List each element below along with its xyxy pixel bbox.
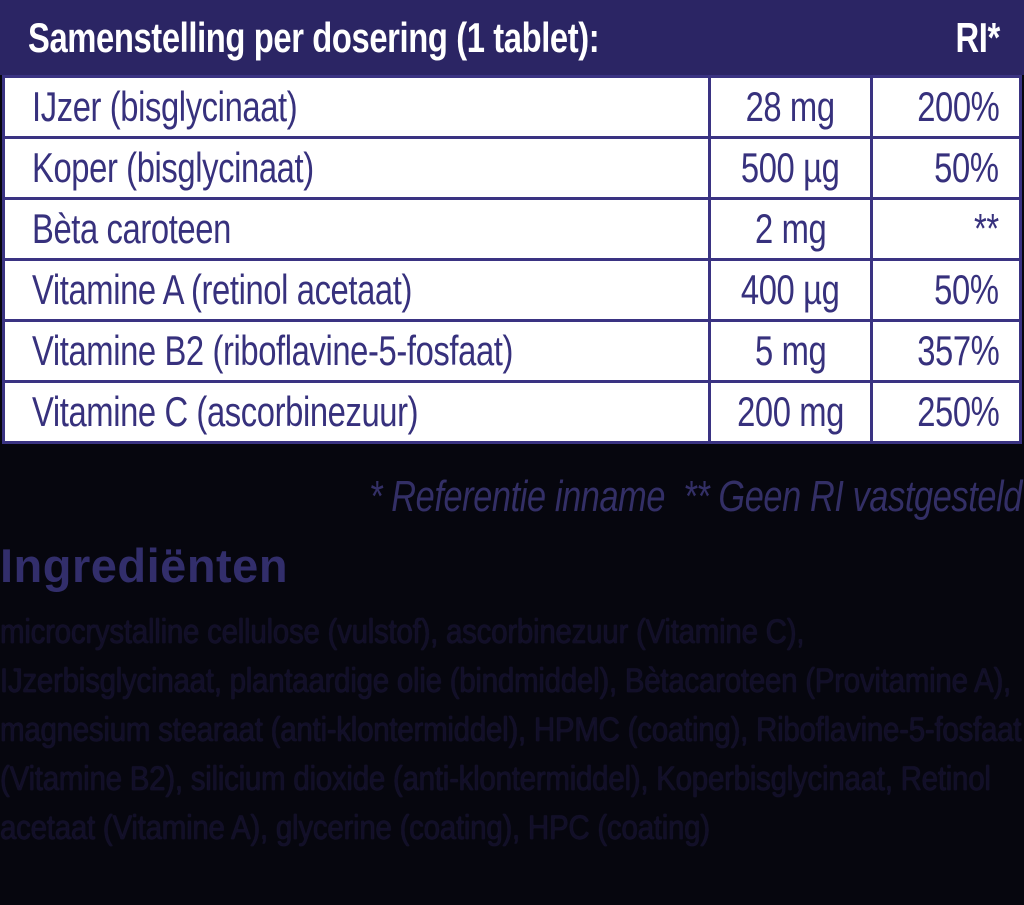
ri-cell: 250%	[870, 380, 1022, 444]
table-row: Koper (bisglycinaat) 500 µg 50%	[2, 136, 1022, 200]
composition-table: Samenstelling per dosering (1 tablet): R…	[0, 0, 1024, 444]
table-row: Bèta caroteen 2 mg **	[2, 197, 1022, 261]
ri-column-header: RI*	[955, 13, 1001, 61]
amount-value: 5 mg	[754, 327, 827, 374]
table-row: Vitamine C (ascorbinezuur) 200 mg 250%	[2, 380, 1022, 444]
ingredient-name-cell: Vitamine A (retinol acetaat)	[2, 258, 711, 322]
table-title: Samenstelling per dosering (1 tablet):	[28, 13, 600, 61]
ingredients-heading: Ingrediënten	[0, 539, 289, 592]
ri-cell: 50%	[870, 136, 1022, 200]
footnote-text: * Referentie inname ** Geen RI vastgeste…	[369, 472, 1022, 521]
footnote: * Referentie inname ** Geen RI vastgeste…	[0, 466, 1024, 528]
amount-cell: 500 µg	[708, 136, 873, 200]
amount-value: 200 mg	[737, 388, 844, 435]
ingredient-name: Vitamine C (ascorbinezuur)	[32, 388, 419, 435]
ri-cell: 50%	[870, 258, 1022, 322]
ingredient-name-cell: Koper (bisglycinaat)	[2, 136, 711, 200]
ri-cell: **	[870, 197, 1022, 261]
amount-cell: 400 µg	[708, 258, 873, 322]
amount-value: 500 µg	[741, 144, 840, 191]
amount-value: 28 mg	[745, 83, 836, 130]
ri-cell: 357%	[870, 319, 1022, 383]
ingredient-name: Bèta caroteen	[32, 205, 231, 252]
table-row: IJzer (bisglycinaat) 28 mg 200%	[2, 75, 1022, 139]
table-body: IJzer (bisglycinaat) 28 mg 200% Koper (b…	[2, 75, 1022, 444]
ri-value: 357%	[916, 327, 1000, 374]
ri-value: 50%	[934, 144, 1000, 191]
ingredient-name: Vitamine B2 (riboflavine-5-fosfaat)	[32, 327, 514, 374]
amount-cell: 5 mg	[708, 319, 873, 383]
ri-value: **	[974, 205, 999, 252]
ri-value: 250%	[916, 388, 1000, 435]
ingredient-name: Koper (bisglycinaat)	[32, 144, 314, 191]
ri-cell: 200%	[870, 75, 1022, 139]
amount-cell: 200 mg	[708, 380, 873, 444]
ingredients-text: microcrystalline cellulose (vulstof), as…	[0, 613, 1022, 847]
amount-value: 2 mg	[754, 205, 827, 252]
ingredient-name-cell: Vitamine C (ascorbinezuur)	[2, 380, 711, 444]
amount-cell: 28 mg	[708, 75, 873, 139]
table-row: Vitamine A (retinol acetaat) 400 µg 50%	[2, 258, 1022, 322]
table-row: Vitamine B2 (riboflavine-5-fosfaat) 5 mg…	[2, 319, 1022, 383]
ingredient-name-cell: Vitamine B2 (riboflavine-5-fosfaat)	[2, 319, 711, 383]
ingredient-name-cell: IJzer (bisglycinaat)	[2, 75, 711, 139]
table-header-row: Samenstelling per dosering (1 tablet): R…	[0, 0, 1024, 75]
amount-value: 400 µg	[741, 266, 840, 313]
ingredient-name-cell: Bèta caroteen	[2, 197, 711, 261]
ingredient-name: Vitamine A (retinol acetaat)	[32, 266, 412, 313]
ri-value: 50%	[934, 266, 1000, 313]
amount-cell: 2 mg	[708, 197, 873, 261]
ri-value: 200%	[916, 83, 1000, 130]
ingredient-name: IJzer (bisglycinaat)	[32, 83, 298, 130]
